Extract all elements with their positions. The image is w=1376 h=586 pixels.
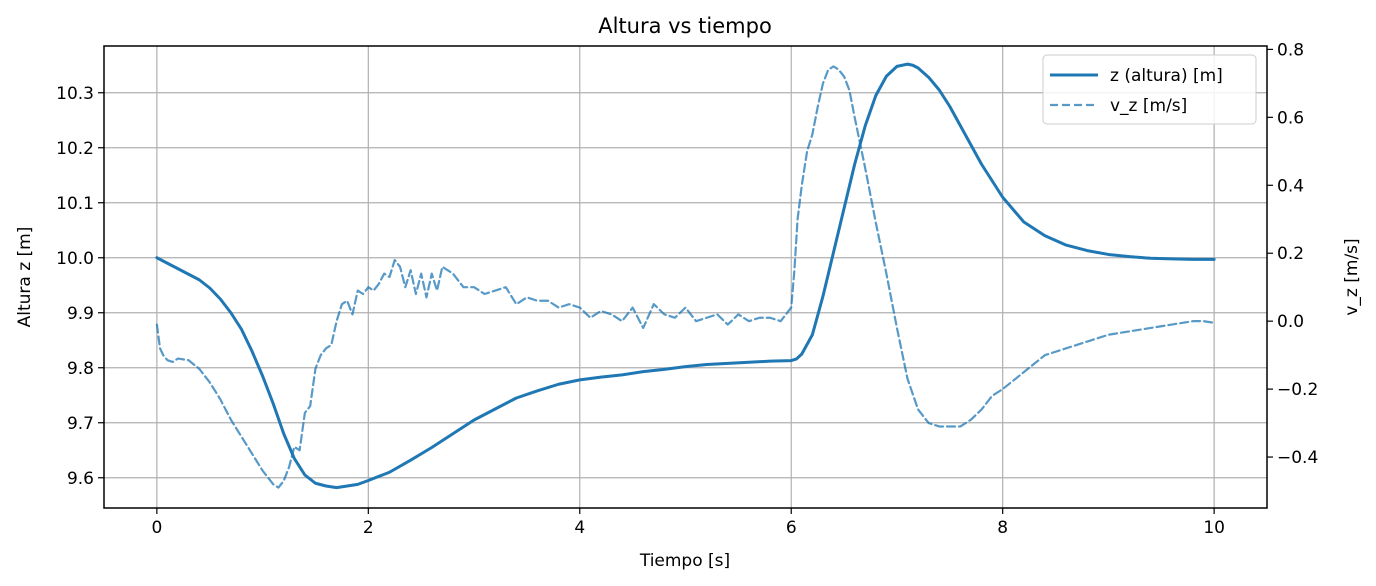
legend-label-z: z (altura) [m] (1110, 66, 1223, 86)
y-left-tick-label: 10.3 (56, 84, 94, 104)
y-right-tick-label: −0.4 (1277, 448, 1318, 468)
y-right-tick-label: 0.6 (1277, 108, 1304, 128)
y-right-tick-label: 0.2 (1277, 244, 1304, 264)
x-axis-title: Tiempo [s] (639, 551, 730, 571)
x-tick-label: 10 (1203, 518, 1225, 538)
y-left-tick-label: 10.0 (56, 249, 94, 269)
x-axis: 0 2 4 6 8 10 (151, 508, 1225, 538)
legend-label-vz: v_z [m/s] (1110, 96, 1187, 116)
x-tick-label: 8 (997, 518, 1008, 538)
legend: z (altura) [m] v_z [m/s] (1042, 54, 1257, 125)
x-tick-label: 4 (574, 518, 585, 538)
y-axis-left: 9.6 9.7 9.8 9.9 10.0 10.1 10.2 10.3 (56, 84, 104, 489)
y-axis-right-title: v_z [m/s] (1342, 238, 1362, 315)
y-axis-right: −0.4 −0.2 0.0 0.2 0.4 0.6 0.8 (1267, 40, 1318, 468)
y-right-tick-label: −0.2 (1277, 380, 1318, 400)
y-left-tick-label: 9.6 (67, 469, 94, 489)
y-right-tick-label: 0.4 (1277, 176, 1304, 196)
series-layer (155, 62, 1216, 490)
y-right-tick-label: 0.8 (1277, 40, 1304, 60)
plot-frame (103, 45, 1268, 509)
series-line-z (155, 62, 1216, 490)
y-left-tick-label: 10.2 (56, 139, 94, 159)
grid (104, 46, 1267, 508)
legend-box (1042, 54, 1257, 125)
y-left-tick-label: 9.7 (67, 414, 94, 434)
x-tick-label: 2 (363, 518, 374, 538)
chart-title: Altura vs tiempo (598, 14, 772, 38)
series-line-vz (155, 65, 1216, 489)
y-left-tick-label: 9.9 (67, 304, 94, 324)
y-axis-left-title: Altura z [m] (15, 227, 35, 328)
y-right-tick-label: 0.0 (1277, 312, 1304, 332)
y-left-tick-label: 10.1 (56, 194, 94, 214)
x-tick-label: 6 (786, 518, 797, 538)
x-tick-label: 0 (151, 518, 162, 538)
y-left-tick-label: 9.8 (67, 359, 94, 379)
